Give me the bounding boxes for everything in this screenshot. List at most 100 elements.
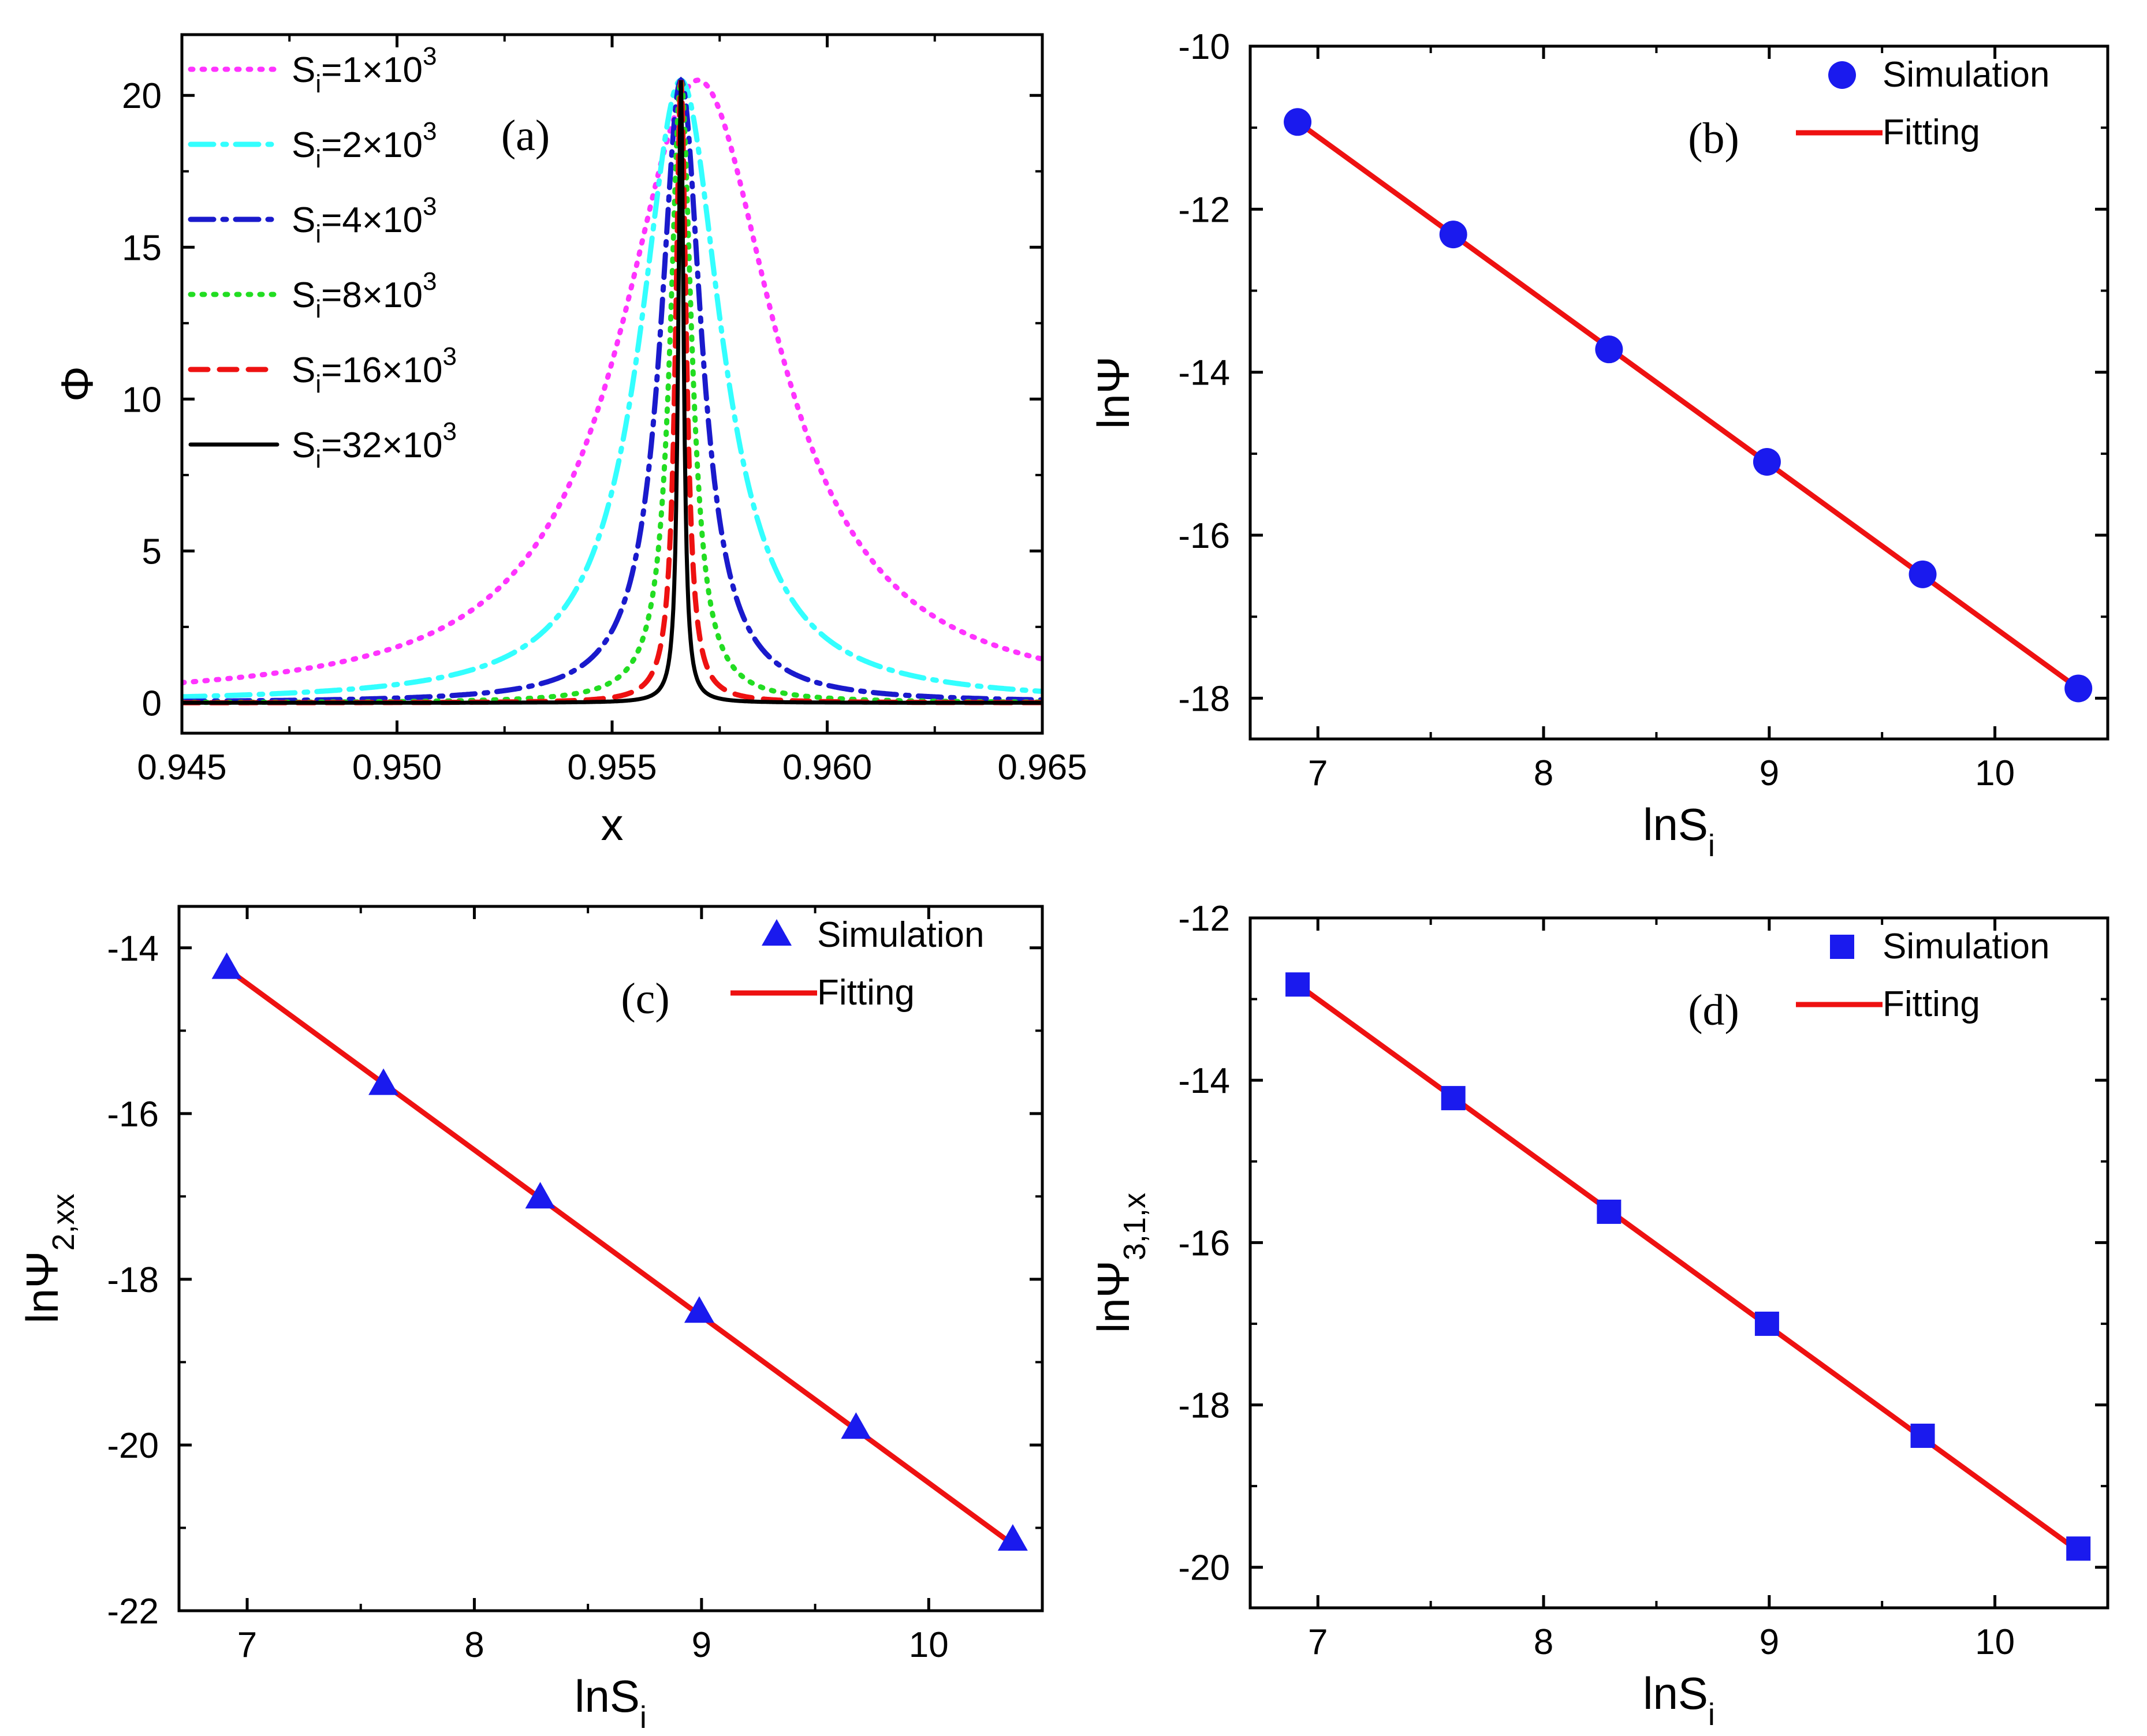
curves [182, 70, 1042, 705]
x-title-main: lnS [1643, 1668, 1708, 1719]
panel-a: 0.945 0.950 0.955 0.960 0.96505101520Si=1×10… [51, 33, 1087, 850]
legend-sup: 3 [423, 192, 437, 221]
y-tick-label: -14 [1178, 1061, 1230, 1101]
data-point [1910, 1423, 1935, 1448]
data-point [997, 1524, 1028, 1551]
x-tick-label: 7 [1308, 753, 1328, 793]
x-title-sub: i [640, 1700, 647, 1735]
legend-sup: 3 [423, 267, 437, 296]
y-tick-label: -18 [1178, 679, 1230, 719]
y-tick-label: -12 [1178, 899, 1230, 939]
y-title-sub: 2,xx [46, 1194, 81, 1251]
x-tick-label: 0.955 [567, 748, 657, 787]
panel-b: 7 8 9 10 -10 -12 -14 -16 -18 Simulation Fitting (b)… [1088, 27, 2109, 863]
legend-sub: i [315, 220, 321, 248]
y-title-main: lnΨ [1088, 1260, 1139, 1333]
x-axis-title: x [601, 799, 624, 850]
fit-line [1296, 120, 2080, 691]
data-point [1595, 335, 1623, 364]
legend-s: S [292, 275, 315, 315]
y-tick-label: -12 [1178, 190, 1230, 230]
legend-rest: =8×10 [321, 275, 423, 315]
legend-marker [1828, 61, 1856, 89]
legend-label: Si=8×103 [292, 267, 437, 323]
series-line-4 [182, 70, 1042, 705]
data-point [2064, 674, 2093, 703]
data-point [1284, 108, 1312, 136]
y-tick-label: 10 [122, 380, 162, 420]
x-tick-label: 0.960 [782, 748, 872, 787]
legend-label: Si=4×103 [292, 192, 437, 248]
data-point [1441, 1086, 1466, 1111]
x-tick-label: 8 [1534, 753, 1553, 793]
legend-sub: i [315, 70, 321, 98]
y-axis-title: Φ [51, 366, 102, 402]
legend-fitting: Fitting [817, 973, 915, 1013]
series-line-1 [182, 77, 1042, 685]
y-tick-label: -18 [107, 1260, 159, 1300]
x-tick-label: 0.950 [352, 748, 442, 787]
y-tick-label: -14 [1178, 353, 1230, 393]
x-tick-label: 10 [1975, 753, 2015, 793]
y-axis-title: lnΨ2,xx [17, 1194, 81, 1324]
x-tick-label: 7 [237, 1625, 257, 1665]
x-tick-label: 9 [1760, 1622, 1779, 1662]
panel-d: 7 8 9 10 -12 -14 -16 -18 -20 Simulation Fitting (d)… [1088, 899, 2109, 1732]
legend-s: S [292, 425, 315, 465]
legend-sub: i [315, 295, 321, 323]
panel-tag: (a) [501, 111, 550, 160]
data-point [368, 1068, 399, 1095]
legend-label: Si=32×103 [292, 417, 457, 473]
legend-sup: 3 [442, 417, 456, 446]
y-tick-label: -16 [1178, 1223, 1230, 1263]
data-point [841, 1412, 871, 1439]
series-line-6 [182, 80, 1042, 705]
plot-frame [1248, 916, 2109, 1610]
data-point [1439, 221, 1467, 249]
series-line-5 [182, 80, 1042, 705]
data-point [1597, 1199, 1622, 1224]
y-tick-label: 20 [122, 76, 162, 116]
legend-sub: i [315, 370, 321, 398]
legend-s: S [292, 50, 315, 90]
y-tick-label: -20 [1178, 1548, 1230, 1588]
legend-rest: =16×10 [321, 350, 442, 390]
y-tick-label: 0 [142, 684, 162, 723]
y-tick-label: -18 [1178, 1386, 1230, 1426]
legend-rest: =4×10 [321, 200, 423, 240]
y-tick-label: -14 [107, 929, 159, 969]
y-tick-label: -16 [107, 1095, 159, 1134]
y-title-sub: 3,1,x [1117, 1193, 1152, 1260]
x-tick-label: 9 [692, 1625, 711, 1665]
y-axis-title: lnΨ [1088, 356, 1139, 429]
data-point [1285, 972, 1310, 997]
legend-label: Si=2×103 [292, 117, 437, 173]
y-axis-title: lnΨ3,1,x [1088, 1193, 1152, 1333]
legend-simulation: Simulation [1883, 927, 2049, 966]
x-axis-title: lnSi [575, 1671, 647, 1735]
x-tick-label: 0.965 [997, 748, 1087, 787]
y-tick-label: 15 [122, 228, 162, 268]
legend-rest: =32×10 [321, 425, 442, 465]
legend-rest: =1×10 [321, 50, 423, 90]
x-tick-label: 9 [1760, 753, 1779, 793]
x-axis-title: lnSi [1643, 799, 1715, 863]
data-point [2066, 1536, 2091, 1561]
x-tick-label: 8 [1534, 1622, 1553, 1662]
panel-tag: (d) [1688, 986, 1739, 1035]
legend-marker [1830, 935, 1854, 959]
legend-fitting: Fitting [1883, 113, 1980, 152]
legend-simulation: Simulation [1883, 55, 2049, 95]
legend-sub: i [315, 145, 321, 173]
x-tick-label: 10 [909, 1625, 949, 1665]
y-title-main: lnΨ [17, 1251, 68, 1324]
legend-sup: 3 [423, 42, 437, 70]
data-point [1909, 560, 1937, 588]
panel-tag: (b) [1688, 114, 1739, 163]
legend-s: S [292, 350, 315, 390]
legend-sup: 3 [442, 342, 456, 371]
legend-s: S [292, 200, 315, 240]
fit-line [225, 966, 1015, 1547]
data-point [525, 1182, 556, 1209]
